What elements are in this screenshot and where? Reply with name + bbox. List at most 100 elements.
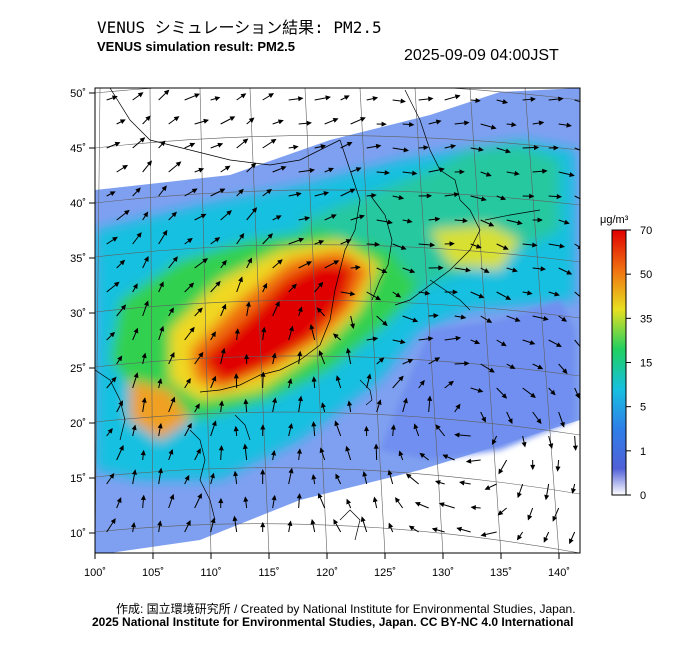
lat-tick-label: 30˚ <box>70 308 86 320</box>
wind-arrowhead <box>350 323 355 330</box>
wind-arrowhead <box>514 317 521 322</box>
wind-arrowhead <box>349 188 356 194</box>
wind-arrowhead <box>548 443 554 449</box>
wind-arrowhead <box>311 376 317 382</box>
wind-arrowhead <box>516 534 522 541</box>
wind-arrowhead <box>478 293 485 299</box>
wind-arrowhead <box>374 241 381 247</box>
wind-arrowhead <box>233 425 239 432</box>
wind-arrowhead <box>110 518 116 524</box>
wind-arrowhead <box>507 418 513 425</box>
wind-arrowhead <box>240 93 247 99</box>
wind-arrowhead <box>320 144 327 150</box>
wind-arrowhead <box>460 314 467 320</box>
wind-arrowhead <box>271 450 277 456</box>
wind-arrowhead <box>160 140 166 147</box>
wind-arrowhead <box>542 168 548 174</box>
wind-arrowhead <box>387 469 393 476</box>
credit-line: 作成: 国立環境研究所 / Created by National Instit… <box>116 602 576 616</box>
wind-arrowhead <box>146 160 153 167</box>
lat-tick-label: 50˚ <box>70 88 86 100</box>
wind-arrowhead <box>119 444 124 451</box>
wind-arrowhead <box>262 282 268 289</box>
wind-arrowhead <box>403 147 409 153</box>
wind-arrowhead <box>572 445 578 451</box>
wind-arrowhead <box>474 339 481 345</box>
wind-arrowhead <box>141 397 147 403</box>
wind-arrowhead <box>439 167 445 173</box>
colorbar-tick-label: 0 <box>640 490 646 502</box>
wind-arrow <box>574 99 580 103</box>
lat-tick-label: 45˚ <box>70 143 86 155</box>
lon-tick-label: 140˚ <box>548 567 570 579</box>
wind-arrowhead <box>428 96 434 102</box>
title-japanese: VENUS シミュレーション結果: PM2.5 <box>97 18 382 37</box>
colorbar-tick-label: 50 <box>640 269 652 281</box>
wind-arrowhead <box>505 295 512 300</box>
wind-arrowhead <box>239 233 245 239</box>
wind-arrowhead <box>456 526 463 532</box>
wind-arrowhead <box>119 119 126 125</box>
wind-arrowhead <box>328 167 334 173</box>
wind-arrowhead <box>489 367 495 373</box>
copyright-line: 2025 National Institute for Environmenta… <box>92 615 574 629</box>
wind-arrowhead <box>366 373 372 380</box>
wind-arrowhead <box>270 138 277 144</box>
wind-arrowhead <box>232 515 238 522</box>
wind-arrowhead <box>478 146 484 152</box>
wind-arrowhead <box>538 120 545 126</box>
wind-arrowhead <box>427 336 434 342</box>
lon-tick-label: 130˚ <box>432 567 454 579</box>
wind-arrowhead <box>484 485 491 490</box>
wind-arrowhead <box>434 216 441 222</box>
wind-arrowhead <box>335 473 341 480</box>
wind-arrowhead <box>250 162 257 169</box>
wind-arrowhead <box>438 502 445 508</box>
wind-arrowhead <box>109 473 115 479</box>
wind-arrowhead <box>306 120 312 126</box>
wind-arrowhead <box>187 422 192 429</box>
wind-arrowhead <box>194 93 200 99</box>
lat-tick-label: 35˚ <box>70 253 86 265</box>
wind-arrowhead <box>136 232 142 238</box>
wind-arrowhead <box>242 443 248 450</box>
wind-arrowhead <box>218 497 224 504</box>
wind-arrowhead <box>454 432 460 438</box>
wind-arrowhead <box>191 188 198 194</box>
wind-arrowhead <box>398 195 405 200</box>
wind-arrowhead <box>297 395 303 402</box>
wind-arrowhead <box>575 392 580 399</box>
wind-arrowhead <box>217 142 224 148</box>
wind-arrowhead <box>317 281 324 288</box>
wind-arrowhead <box>435 119 442 125</box>
wind-arrowhead <box>200 213 207 219</box>
wind-arrowhead <box>238 276 243 283</box>
wind-arrowhead <box>533 145 540 151</box>
wind-arrowhead <box>500 341 507 347</box>
wind-arrowhead <box>530 464 536 471</box>
wind-arrowhead <box>375 143 382 149</box>
wind-arrowhead <box>343 95 350 101</box>
wind-arrowhead <box>109 191 116 196</box>
wind-arrowhead <box>109 331 116 338</box>
wind-arrowhead <box>477 387 484 393</box>
wind-arrowhead <box>233 373 239 379</box>
wind-arrowhead <box>427 395 433 401</box>
wind-arrowhead <box>118 400 123 407</box>
colorbar: μg/m³ 70 50 35 15 5 1 0 <box>600 214 652 502</box>
wind-arrowhead <box>117 355 123 362</box>
colorbar-tick-label: 15 <box>640 358 652 370</box>
wind-arrowhead <box>311 473 317 480</box>
wind-arrow <box>574 243 580 248</box>
lat-tick-label: 25˚ <box>70 363 86 375</box>
wind-arrowhead <box>355 167 362 172</box>
wind-arrowhead <box>481 416 486 423</box>
wind-arrowhead <box>173 116 180 122</box>
lat-tick-label: 20˚ <box>70 418 86 430</box>
wind-arrowhead <box>275 215 282 221</box>
wind-arrowhead <box>409 268 416 274</box>
wind-arrowhead <box>532 242 538 248</box>
wind-arrowhead <box>318 239 325 245</box>
wind-arrowhead <box>311 421 317 427</box>
wind-arrowhead <box>435 424 441 430</box>
